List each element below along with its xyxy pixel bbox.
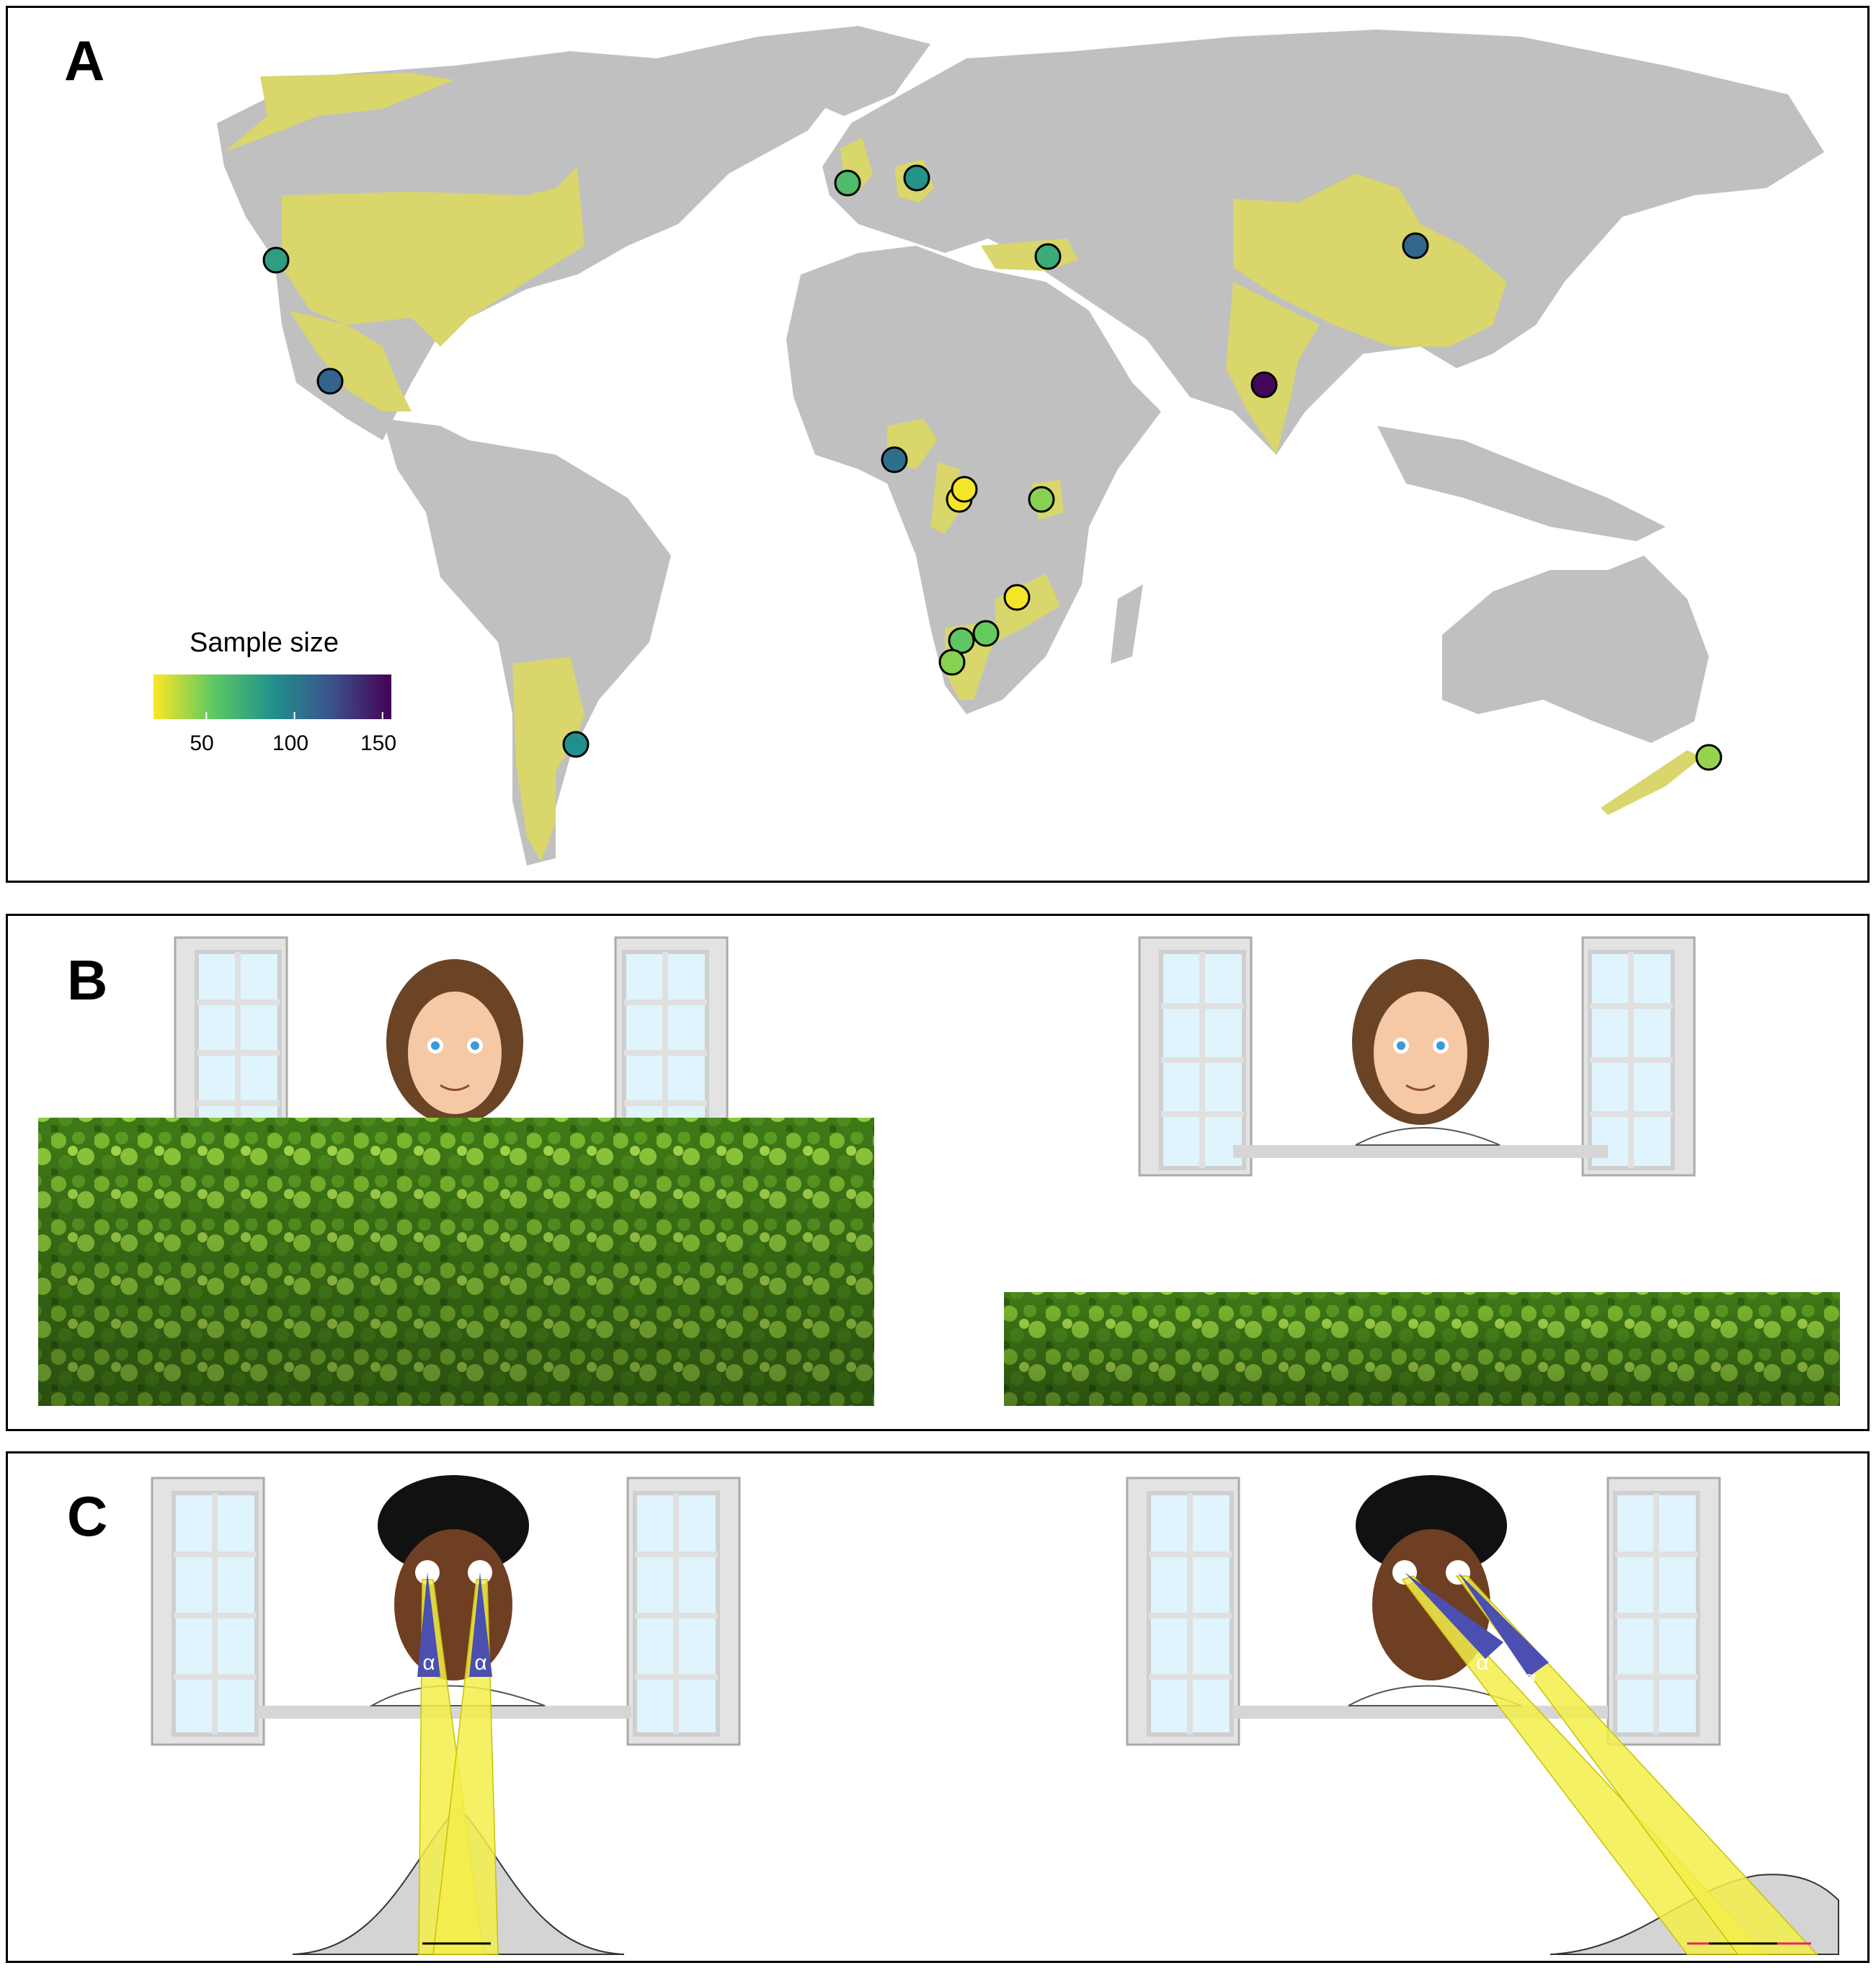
c-right-window-right: [1606, 1477, 1721, 1746]
gaze-scenes: α α: [151, 1475, 1839, 1955]
legend-tick-label: 50: [190, 731, 214, 755]
site-marker-turkey: [1034, 243, 1062, 270]
land-mexico: [289, 311, 412, 411]
land-usa: [282, 166, 584, 347]
legend-tick-label: 150: [360, 731, 397, 755]
land-south-america: [383, 419, 671, 865]
land-se-asia: [1377, 426, 1666, 541]
legend-tick-label: 100: [272, 731, 309, 755]
site-markers: [262, 164, 1722, 771]
panel-b-label: B: [67, 948, 108, 1012]
land-india: [1226, 282, 1320, 455]
right-windowsill: [1233, 1145, 1608, 1158]
gaze-angle-label: α: [422, 1651, 435, 1675]
c-left-gaze-cone: [417, 1572, 440, 1677]
gaze-angle-label: α: [1476, 1651, 1488, 1675]
c-left-gaze-cone: [469, 1572, 492, 1677]
site-marker-argentina: [562, 731, 590, 758]
land-madagascar: [1111, 584, 1143, 664]
right-window-right: [1581, 936, 1696, 1177]
site-marker-namibia-2: [972, 620, 1000, 647]
site-marker-germany: [903, 164, 930, 192]
legend-tick-marks: [205, 712, 383, 719]
land-greenland: [757, 26, 930, 116]
c-right-windowsill: [1233, 1706, 1608, 1719]
c-right-gaze-cone: [1405, 1572, 1503, 1659]
woman-face-left: [386, 959, 523, 1125]
man-face-left: [369, 1475, 546, 1706]
right-window-left: [1138, 936, 1253, 1177]
hedge-scenes: [38, 936, 1840, 1406]
site-marker-uganda: [1028, 486, 1055, 513]
site-marker-nigeria: [881, 446, 908, 473]
panel-a-label: A: [64, 29, 105, 92]
legend-colorbar: [154, 674, 391, 719]
site-marker-western-us: [262, 246, 290, 274]
site-marker-new-zealand: [1695, 744, 1722, 771]
land-australia: [1442, 556, 1709, 743]
panel-c-label: C: [67, 1484, 108, 1548]
legend-title: Sample size: [190, 628, 339, 658]
world-map: [154, 26, 1824, 865]
land-new-zealand: [1601, 750, 1702, 815]
site-marker-mexico: [316, 368, 344, 395]
gaze-angle-label: α: [474, 1651, 486, 1675]
site-marker-uk: [834, 169, 861, 197]
site-marker-china: [1402, 232, 1429, 259]
site-marker-cameroon-2: [951, 476, 978, 503]
c-left-window-left: [151, 1477, 265, 1746]
gaze-angle-label: α: [1524, 1667, 1536, 1691]
land-argentina: [512, 656, 584, 862]
panel-b-hedge-scenes: B: [6, 914, 1870, 1431]
site-marker-zambia: [1003, 584, 1031, 611]
land-alaska: [224, 73, 455, 152]
land-china: [1233, 174, 1507, 347]
panel-c-gaze-scenes: C: [6, 1451, 1870, 1963]
c-left-window-right: [626, 1477, 741, 1746]
site-marker-namibia-3: [938, 649, 966, 676]
site-marker-india: [1250, 371, 1278, 399]
panel-a-world-map: A: [6, 6, 1870, 883]
land-cameroon: [930, 462, 959, 534]
c-right-gaze-cone: [1458, 1572, 1549, 1677]
woman-face-right: [1352, 959, 1501, 1146]
c-right-window-left: [1126, 1477, 1240, 1746]
